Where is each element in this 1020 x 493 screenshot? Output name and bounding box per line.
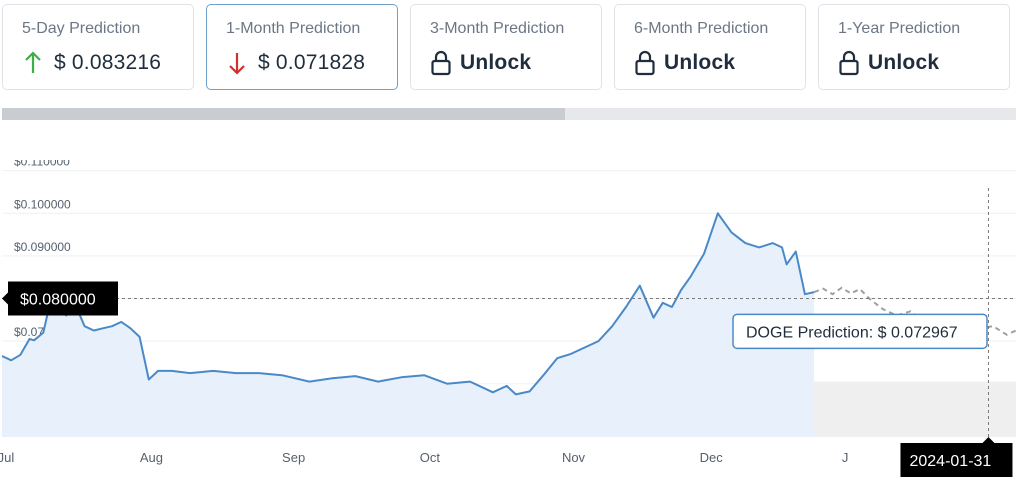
x-tick-label: Dec: [700, 450, 724, 465]
crosshair-value-pointer: [2, 292, 8, 305]
progress-fill: [2, 108, 565, 120]
card-value: Unlock: [838, 49, 939, 77]
price-line: [1, 212, 815, 396]
lock-icon: [838, 49, 860, 77]
crosshair-date-badge: [900, 443, 1013, 477]
x-tick-label: Nov: [562, 450, 586, 465]
card-title: 3-Month Prediction: [430, 20, 565, 37]
card-title: 1-Year Prediction: [838, 20, 961, 37]
card-value: Unlock: [634, 49, 735, 77]
lock-icon: [430, 49, 452, 77]
unlock-label[interactable]: Unlock: [868, 51, 940, 74]
crosshair-date-pointer: [982, 437, 995, 443]
card-title: 5-Day Prediction: [22, 20, 141, 37]
crosshair-date-label: 2024-01-31: [909, 453, 991, 470]
lock-icon: [634, 49, 656, 77]
card-value: Unlock: [430, 49, 531, 77]
crosshair-value-badge: [8, 281, 118, 316]
x-tick-label: Sep: [282, 450, 305, 465]
price-area: [2, 213, 815, 437]
prediction-tooltip-text: DOGE Prediction: $ 0.072967: [746, 324, 958, 341]
x-tick-label: J: [842, 450, 849, 465]
y-tick-label: $0.110000: [14, 160, 70, 169]
card-6-month[interactable]: 6-Month Prediction Unlock: [614, 4, 806, 90]
card-5-day[interactable]: 5-Day Prediction $ 0.083216: [2, 4, 194, 90]
card-title: 1-Month Prediction: [226, 20, 361, 37]
prediction-cards: 5-Day Prediction $ 0.083216 1-Month Pred…: [2, 4, 1016, 90]
y-tick-label: $0.090000: [14, 240, 71, 254]
card-value-text: $ 0.083216: [54, 51, 162, 74]
unlock-label[interactable]: Unlock: [664, 51, 736, 74]
arrow-up-icon: [22, 49, 44, 77]
card-value-text: $ 0.071828: [258, 51, 366, 74]
card-3-month[interactable]: 3-Month Prediction Unlock: [410, 4, 602, 90]
x-tick-label: Aug: [140, 450, 163, 465]
y-tick-label: $0.100000: [14, 197, 71, 211]
arrow-down-icon: [226, 49, 248, 77]
unlock-label[interactable]: Unlock: [460, 51, 532, 74]
prediction-tooltip: [732, 313, 988, 350]
loading-progress-bar: [2, 108, 1016, 120]
crosshair-value-label: $0.080000: [20, 292, 96, 309]
forecast-zone: [814, 381, 1016, 437]
card-1-year[interactable]: 1-Year Prediction Unlock: [818, 4, 1010, 90]
card-title: 6-Month Prediction: [634, 20, 769, 37]
x-tick-label: Oct: [420, 450, 441, 465]
price-chart[interactable]: $0.110000$0.100000$0.090000$0.080000$0.0…: [0, 160, 1020, 493]
card-1-month[interactable]: 1-Month Prediction $ 0.071828: [206, 4, 398, 90]
card-value: $ 0.071828: [226, 49, 365, 77]
card-value: $ 0.083216: [22, 49, 161, 77]
x-tick-label: Jul: [0, 450, 14, 465]
